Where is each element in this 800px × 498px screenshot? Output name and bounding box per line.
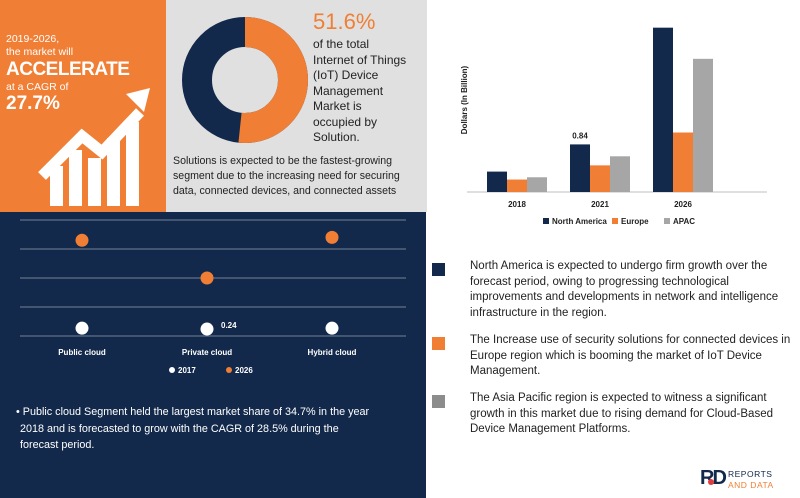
bar-north-america-2018 bbox=[487, 171, 507, 192]
public-cloud-note: • Public cloud Segment held the largest … bbox=[16, 404, 408, 454]
hero-market-text: the market will bbox=[6, 46, 74, 58]
bar-legend-label: North America bbox=[552, 217, 607, 226]
dot-x-tick-label: Private cloud bbox=[182, 348, 232, 357]
bar-europe-2026 bbox=[673, 132, 693, 192]
solutions-note-line: Solutions is expected to be the fastest-… bbox=[173, 155, 393, 167]
bar-legend-swatch-icon bbox=[612, 218, 618, 224]
donut-solution-slice bbox=[182, 17, 308, 143]
cloud-dot-chart: 0.24 Public cloud Private cloud Hybrid clo… bbox=[20, 219, 406, 375]
donut-panel: 51.6% of the total Internet of Things (I… bbox=[166, 0, 427, 212]
bar-europe-2021 bbox=[590, 165, 610, 192]
logo-dot-icon bbox=[708, 479, 714, 485]
dot-2026-public-cloud bbox=[75, 233, 89, 247]
bar-x-tick-label: 2021 bbox=[591, 200, 609, 209]
dot-2017-private-cloud bbox=[200, 322, 214, 336]
growth-arrow-icon bbox=[38, 88, 150, 206]
bar-legend-label: Europe bbox=[621, 217, 649, 226]
solutions-note: Solutions is expected to be the fastest-… bbox=[173, 154, 425, 199]
logo-line-2: AND DATA bbox=[728, 480, 774, 490]
dot-2017-hybrid-cloud bbox=[325, 321, 339, 335]
dot-legend-label: 2026 bbox=[235, 366, 253, 375]
dot-legend-label: 2017 bbox=[178, 366, 196, 375]
dot-legend-marker-icon bbox=[169, 367, 175, 373]
hero-panel: 2019-2026, the market will ACCELERATE at… bbox=[0, 0, 166, 212]
region-note-text: The Increase use of security solutions f… bbox=[470, 334, 791, 377]
solutions-note-line: segment due to the increasing need for s… bbox=[173, 170, 400, 182]
public-cloud-note-line: 2018 and is forecasted to grow with the … bbox=[20, 422, 339, 435]
hero-cagr-label: at a CAGR of bbox=[6, 81, 69, 93]
europe-swatch-icon bbox=[432, 337, 445, 350]
dot-2017-public-cloud bbox=[75, 321, 89, 335]
bar-x-tick-label: 2026 bbox=[674, 200, 692, 209]
hero-cagr-value: 27.7% bbox=[6, 93, 60, 114]
solutions-note-line: data, connected devices, and connected a… bbox=[173, 185, 397, 197]
dot-2026-private-cloud bbox=[200, 271, 214, 285]
bar-apac-2018 bbox=[527, 177, 547, 192]
dot-2026-hybrid-cloud bbox=[325, 230, 339, 244]
bar-legend-swatch-icon bbox=[664, 218, 670, 224]
reports-and-data-logo: RD REPORTS AND DATA bbox=[700, 466, 800, 496]
donut-desc-line: occupied by bbox=[313, 114, 378, 129]
donut-desc-line: Market is bbox=[313, 99, 362, 113]
region-note-text: The Asia Pacific region is expected to w… bbox=[470, 392, 773, 435]
north-america-swatch-icon bbox=[432, 263, 445, 276]
donut-desc-line: of the total bbox=[313, 37, 370, 51]
dot-legend-marker-icon bbox=[226, 367, 232, 373]
donut-percent: 51.6% bbox=[313, 9, 376, 34]
donut-desc-line: Internet of Things bbox=[313, 52, 407, 67]
logo-mark: RD bbox=[700, 467, 727, 489]
hero-period: 2019-2026, bbox=[6, 33, 60, 45]
bar-europe-2018 bbox=[507, 179, 527, 192]
bar-north-america-2021 bbox=[570, 144, 590, 192]
bar-apac-2021 bbox=[610, 156, 630, 192]
dot-x-tick-label: Hybrid cloud bbox=[308, 348, 357, 357]
cloud-panel: 0.24 Public cloud Private cloud Hybrid clo… bbox=[0, 212, 426, 498]
bar-y-axis-label: Dollars (In Billion) bbox=[460, 65, 469, 134]
donut-desc-line: (IoT) Device bbox=[313, 68, 379, 82]
public-cloud-note-line: forecast period. bbox=[20, 439, 95, 451]
dot-data-label: 0.24 bbox=[221, 321, 237, 330]
logo-line-1: REPORTS bbox=[728, 469, 773, 479]
donut-chart bbox=[182, 17, 308, 143]
bar-x-tick-label: 2018 bbox=[508, 200, 526, 209]
dot-x-tick-label: Public cloud bbox=[58, 348, 106, 357]
donut-description: of the total Internet of Things (IoT) De… bbox=[313, 37, 425, 146]
region-note-text: North America is expected to undergo fir… bbox=[470, 260, 779, 319]
bar-apac-2026 bbox=[693, 58, 713, 193]
donut-desc-line: Solution. bbox=[313, 130, 360, 144]
apac-swatch-icon bbox=[432, 395, 445, 408]
public-cloud-note-line: • Public cloud Segment held the largest … bbox=[16, 406, 370, 418]
bar-data-label: 0.84 bbox=[572, 131, 588, 140]
bar-legend-label: APAC bbox=[673, 217, 695, 226]
regional-bar-chart: Dollars (In Billion) 0.84 2018 2021 2026 N… bbox=[460, 27, 767, 226]
hero-accelerate: ACCELERATE bbox=[6, 59, 130, 80]
bar-north-america-2026 bbox=[653, 27, 673, 192]
bar-legend-swatch-icon bbox=[543, 218, 549, 224]
donut-desc-line: Management bbox=[313, 83, 384, 98]
